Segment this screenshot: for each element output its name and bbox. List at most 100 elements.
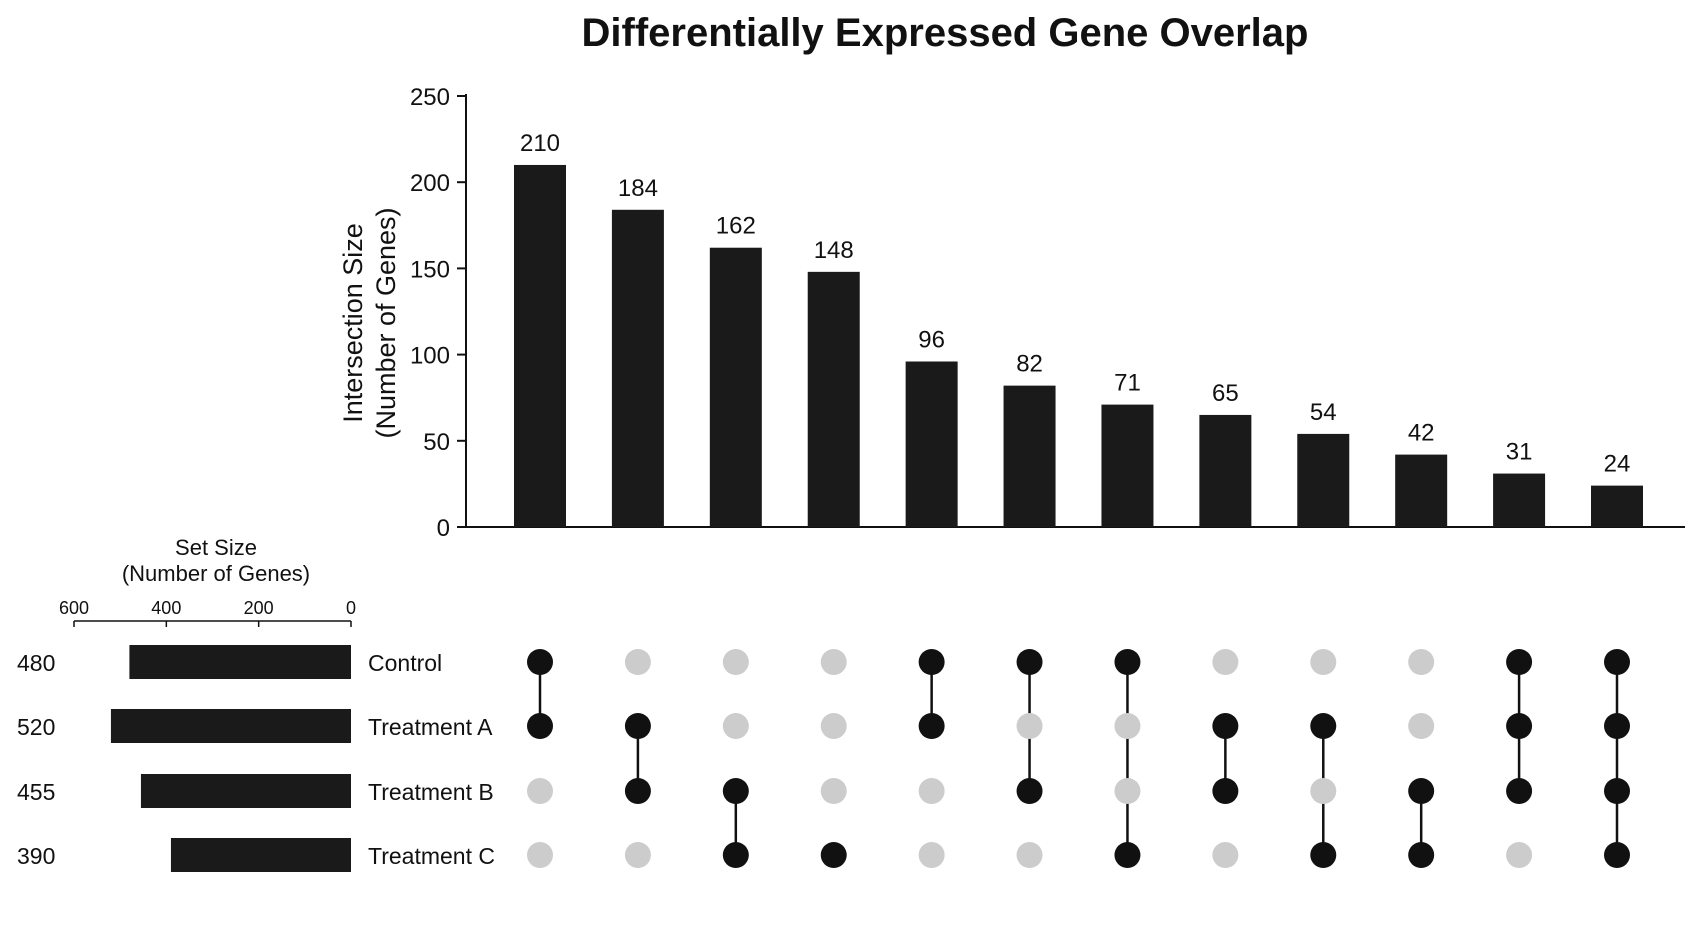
y-tick-label: 150 bbox=[410, 256, 450, 283]
intersection-bar bbox=[807, 271, 860, 527]
set-size-tick-label: 200 bbox=[244, 598, 274, 618]
y-tick-label: 50 bbox=[423, 429, 450, 456]
set-name-label: Treatment A bbox=[368, 714, 493, 740]
y-axis-title: Intersection Size (Number of Genes) bbox=[338, 207, 401, 438]
membership-dot-active bbox=[1604, 649, 1630, 675]
membership-dot-active bbox=[918, 713, 945, 739]
intersection-bar-label: 54 bbox=[1310, 399, 1337, 426]
membership-dot-inactive bbox=[624, 649, 651, 675]
membership-dot-inactive bbox=[1114, 713, 1141, 739]
membership-dot-inactive bbox=[918, 842, 945, 868]
membership-dot-active bbox=[1114, 842, 1141, 868]
set-size-bar bbox=[129, 645, 351, 679]
intersection-bar bbox=[514, 164, 566, 527]
membership-dot-inactive bbox=[1016, 842, 1043, 868]
membership-dot-active bbox=[1506, 649, 1533, 675]
membership-dot-inactive bbox=[1212, 649, 1239, 675]
membership-dot-active bbox=[1212, 778, 1239, 804]
membership-dot-inactive bbox=[1310, 649, 1337, 675]
membership-dot-inactive bbox=[918, 778, 945, 804]
intersection-bar bbox=[1297, 433, 1350, 527]
intersection-bar bbox=[709, 247, 762, 527]
intersection-bar-label: 71 bbox=[1114, 370, 1141, 397]
set-size-bar bbox=[170, 838, 351, 872]
intersection-bar-label: 184 bbox=[618, 175, 658, 202]
intersection-bar bbox=[905, 361, 958, 527]
membership-dot-inactive bbox=[820, 713, 847, 739]
membership-dot-active bbox=[722, 778, 749, 804]
set-size-value: 455 bbox=[17, 779, 55, 805]
intersection-bar-label: 65 bbox=[1212, 380, 1239, 407]
set-size-bars: 480 Control 520 Treatment A 455 Treatment B 39… bbox=[17, 645, 495, 872]
membership-dot-active bbox=[1016, 649, 1043, 675]
set-size-value: 480 bbox=[17, 650, 55, 676]
intersection-bar bbox=[1591, 485, 1643, 527]
membership-dot-active bbox=[1604, 778, 1630, 804]
set-size-bar bbox=[140, 774, 351, 808]
set-size-value: 390 bbox=[17, 843, 55, 869]
intersection-bar-label: 162 bbox=[716, 213, 756, 240]
membership-dot-active bbox=[1506, 778, 1533, 804]
set-name-label: Treatment B bbox=[368, 779, 494, 805]
intersection-bar-label: 148 bbox=[814, 237, 854, 264]
intersection-bar-label: 82 bbox=[1016, 351, 1043, 378]
intersection-bar bbox=[611, 209, 664, 527]
membership-dot-inactive bbox=[527, 778, 553, 804]
membership-dot-inactive bbox=[722, 713, 749, 739]
intersection-bar bbox=[1493, 473, 1546, 527]
y-tick-label: 0 bbox=[437, 515, 450, 542]
intersection-bar-label: 42 bbox=[1408, 420, 1435, 447]
y-tick-label: 200 bbox=[410, 170, 450, 197]
membership-dot-active bbox=[918, 649, 945, 675]
membership-dot-inactive bbox=[1408, 649, 1435, 675]
membership-dot-active bbox=[624, 713, 651, 739]
membership-dot-inactive bbox=[1212, 842, 1239, 868]
membership-dot-active bbox=[1016, 778, 1043, 804]
y-axis-title-line1: Intersection Size bbox=[338, 223, 368, 423]
intersection-bar-label: 24 bbox=[1604, 451, 1631, 478]
membership-dot-inactive bbox=[624, 842, 651, 868]
membership-dot-inactive bbox=[1506, 842, 1533, 868]
intersection-bars: 210 184 162 148 96 82 71 65 54 42 31 24 bbox=[514, 130, 1643, 527]
membership-dot-inactive bbox=[1310, 778, 1337, 804]
membership-dot-inactive bbox=[1408, 713, 1435, 739]
intersection-bar-label: 31 bbox=[1506, 439, 1533, 466]
set-size-axis-title-line1: Set Size bbox=[175, 535, 257, 560]
membership-dot-active bbox=[1408, 842, 1435, 868]
membership-dot-active bbox=[820, 842, 847, 868]
membership-dot-active bbox=[1310, 842, 1337, 868]
set-size-tick-label: 400 bbox=[151, 598, 181, 618]
intersection-bar-label: 210 bbox=[520, 130, 560, 157]
set-size-tick-label: 0 bbox=[346, 598, 356, 618]
y-axis-title-line2: (Number of Genes) bbox=[371, 207, 401, 438]
membership-dot-active bbox=[1408, 778, 1435, 804]
membership-dot-active bbox=[1506, 713, 1533, 739]
set-size-bar bbox=[110, 709, 351, 743]
intersection-bar bbox=[1003, 385, 1056, 527]
membership-dot-active bbox=[1114, 649, 1141, 675]
membership-matrix bbox=[527, 649, 1630, 868]
membership-dot-active bbox=[1310, 713, 1337, 739]
y-tick-label: 100 bbox=[410, 343, 450, 370]
membership-dot-active bbox=[1604, 713, 1630, 739]
membership-dot-inactive bbox=[1114, 778, 1141, 804]
membership-dot-active bbox=[1212, 713, 1239, 739]
membership-dot-active bbox=[624, 778, 651, 804]
membership-dot-active bbox=[527, 713, 553, 739]
intersection-bar-label: 96 bbox=[918, 326, 945, 353]
y-tick-label: 250 bbox=[410, 84, 450, 111]
set-name-label: Control bbox=[368, 650, 442, 676]
y-axis: 0 50 100 150 200 250 bbox=[410, 84, 1685, 542]
intersection-bar bbox=[1395, 454, 1448, 527]
set-name-label: Treatment C bbox=[368, 843, 495, 869]
membership-dot-active bbox=[1604, 842, 1630, 868]
set-size-axis: 600 400 200 0 bbox=[59, 598, 356, 627]
membership-dot-active bbox=[527, 649, 553, 675]
membership-dot-inactive bbox=[722, 649, 749, 675]
set-size-tick-label: 600 bbox=[59, 598, 89, 618]
membership-dot-inactive bbox=[1016, 713, 1043, 739]
chart-title: Differentially Expressed Gene Overlap bbox=[582, 11, 1309, 55]
membership-dot-inactive bbox=[820, 778, 847, 804]
